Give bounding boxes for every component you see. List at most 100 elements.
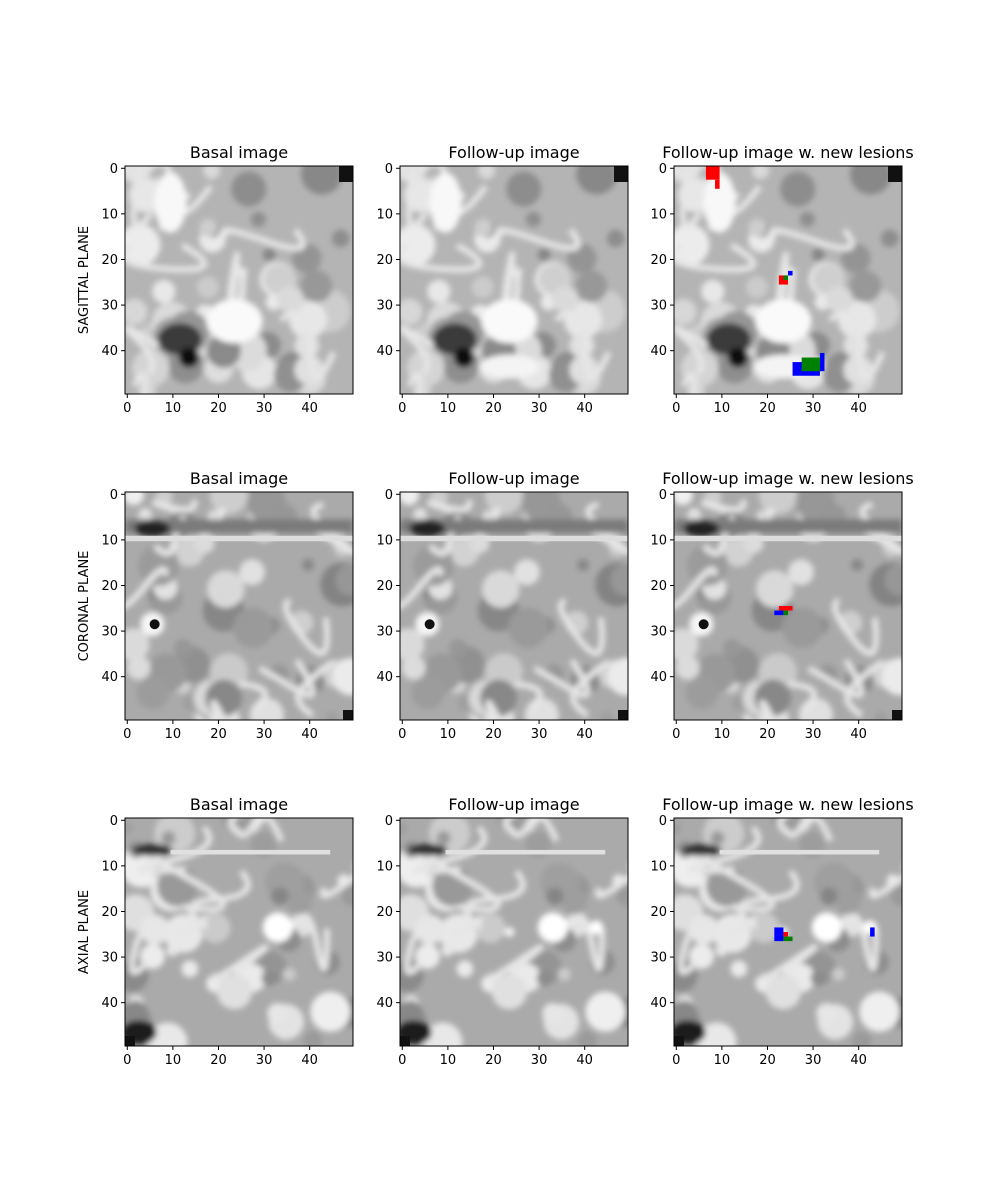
y-tick-label: 10 — [650, 859, 667, 874]
panel-title: Follow-up image — [448, 469, 579, 488]
x-tick-label: 40 — [301, 1053, 318, 1068]
x-tick-label: 0 — [398, 1053, 406, 1068]
lesion-blue — [870, 927, 875, 937]
x-tick-label: 40 — [301, 401, 318, 416]
lesion-blue — [774, 927, 784, 942]
x-tick-label: 20 — [485, 1053, 502, 1068]
y-tick-label: 40 — [101, 670, 118, 685]
axes-frame — [673, 165, 903, 395]
lesion-green — [783, 936, 793, 942]
mri-slice — [400, 166, 628, 394]
row-label: SAGITTAL PLANE — [77, 226, 92, 334]
y-tick-label: 40 — [376, 670, 393, 685]
y-tick-label: 10 — [101, 859, 118, 874]
x-tick-label: 30 — [531, 1053, 548, 1068]
x-tick-label: 30 — [256, 401, 273, 416]
mri-slice — [400, 492, 628, 720]
x-tick-label: 30 — [256, 727, 273, 742]
x-tick-label: 10 — [714, 1053, 731, 1068]
lesion-red — [778, 606, 793, 611]
x-tick-label: 0 — [123, 1053, 131, 1068]
y-tick-label: 40 — [650, 344, 667, 359]
axes-frame — [399, 817, 629, 1047]
panel-r2-c1: Follow-up image 0 10 20 30 40 0 10 20 30 40 — [376, 795, 629, 1068]
x-tick-label: 20 — [210, 1053, 227, 1068]
y-tick-label: 40 — [101, 996, 118, 1011]
y-tick-label: 40 — [650, 996, 667, 1011]
panel-title: Basal image — [190, 795, 288, 814]
mri-slice — [674, 166, 902, 394]
mri-slice — [125, 818, 353, 1046]
lesion-blue — [819, 352, 825, 372]
y-tick-label: 0 — [659, 162, 667, 177]
x-tick-label: 10 — [714, 401, 731, 416]
y-tick-label: 10 — [376, 533, 393, 548]
x-tick-label: 20 — [210, 727, 227, 742]
y-tick-label: 10 — [376, 207, 393, 222]
y-tick-label: 20 — [376, 905, 393, 920]
panel-r1-c1: Follow-up image 0 10 20 30 40 0 10 20 30 40 — [376, 469, 629, 742]
y-tick-label: 30 — [650, 299, 667, 314]
axes-frame — [399, 165, 629, 395]
panel-title: Basal image — [190, 469, 288, 488]
y-tick-label: 20 — [376, 253, 393, 268]
y-tick-label: 0 — [659, 488, 667, 503]
lesion-blue — [788, 270, 793, 276]
lesion-green — [783, 610, 788, 616]
mri-slice — [674, 818, 902, 1046]
mri-slice — [125, 166, 353, 394]
x-tick-label: 10 — [440, 727, 457, 742]
y-tick-label: 0 — [110, 488, 118, 503]
x-tick-label: 20 — [759, 1053, 776, 1068]
x-tick-label: 30 — [531, 727, 548, 742]
lesion-green — [801, 357, 820, 372]
x-tick-label: 30 — [805, 727, 822, 742]
x-tick-label: 0 — [398, 401, 406, 416]
axes-frame — [124, 491, 354, 721]
y-tick-label: 0 — [385, 488, 393, 503]
x-tick-label: 40 — [576, 401, 593, 416]
x-tick-label: 0 — [672, 401, 680, 416]
axes-frame — [399, 491, 629, 721]
lesion-red — [705, 166, 720, 180]
x-tick-label: 40 — [850, 1053, 867, 1068]
x-tick-label: 20 — [759, 401, 776, 416]
axes-frame — [673, 491, 903, 721]
axes-frame — [673, 817, 903, 1047]
y-tick-label: 10 — [650, 207, 667, 222]
mri-slice — [674, 492, 902, 720]
x-tick-label: 10 — [165, 727, 182, 742]
y-tick-label: 20 — [650, 905, 667, 920]
y-tick-label: 30 — [650, 625, 667, 640]
y-tick-label: 40 — [376, 996, 393, 1011]
y-tick-label: 0 — [110, 814, 118, 829]
panel-title: Follow-up image w. new lesions — [662, 795, 914, 814]
row-label: AXIAL PLANE — [77, 890, 92, 974]
y-tick-label: 30 — [376, 625, 393, 640]
x-tick-label: 20 — [210, 401, 227, 416]
y-tick-label: 30 — [101, 625, 118, 640]
y-tick-label: 10 — [376, 859, 393, 874]
panel-title: Follow-up image w. new lesions — [662, 469, 914, 488]
x-tick-label: 0 — [672, 1053, 680, 1068]
panel-title: Follow-up image — [448, 795, 579, 814]
y-tick-label: 30 — [650, 951, 667, 966]
panel-title: Follow-up image — [448, 143, 579, 162]
y-tick-label: 10 — [650, 533, 667, 548]
lesion-blue — [774, 610, 784, 616]
y-tick-label: 20 — [650, 253, 667, 268]
x-tick-label: 10 — [440, 1053, 457, 1068]
x-tick-label: 0 — [672, 727, 680, 742]
axes-frame — [124, 817, 354, 1047]
x-tick-label: 0 — [123, 727, 131, 742]
y-tick-label: 10 — [101, 533, 118, 548]
x-tick-label: 0 — [123, 401, 131, 416]
lesion-red — [715, 179, 720, 189]
x-tick-label: 0 — [398, 727, 406, 742]
x-tick-label: 20 — [485, 727, 502, 742]
row-label: CORONAL PLANE — [77, 551, 92, 662]
y-tick-label: 20 — [101, 905, 118, 920]
